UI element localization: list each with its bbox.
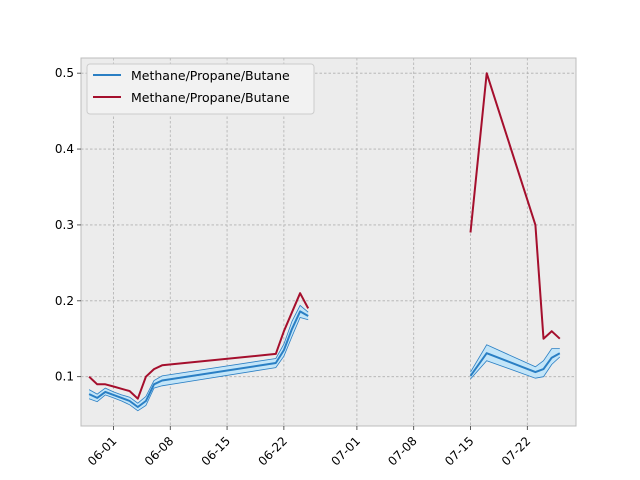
x-tick-label: 06-15 — [199, 434, 234, 469]
plot-frame — [80, 57, 577, 427]
series-lines — [88, 72, 561, 408]
band-upper-line — [470, 344, 560, 373]
band-lower-line — [88, 317, 309, 412]
legend-box — [86, 63, 315, 115]
x-tick-label: 06-01 — [85, 434, 120, 469]
x-axis: 06-01 06-08 06-15 06-22 07-01 07-08 07-15 07-22 — [85, 426, 533, 468]
series-line-1 — [469, 72, 561, 340]
band-upper-line — [88, 304, 309, 404]
x-tick-label: 07-01 — [328, 434, 363, 469]
series-line-0 — [469, 352, 561, 377]
x-tick-label: 06-22 — [255, 434, 290, 469]
band-lower-line — [470, 356, 561, 380]
legend: Methane/Propane/Butane Methane/Propane/B… — [86, 63, 315, 115]
x-tick-label: 07-15 — [442, 434, 477, 469]
y-tick-label: 0.5 — [55, 66, 74, 80]
legend-label-red: Methane/Propane/Butane — [131, 90, 290, 105]
x-tick-label: 07-22 — [499, 434, 534, 469]
y-tick-label: 0.2 — [55, 294, 74, 308]
x-tick-label: 06-08 — [142, 434, 177, 469]
y-axis: 0.1 0.2 0.3 0.4 0.5 — [55, 66, 81, 384]
series-line-1 — [88, 292, 310, 400]
x-tick-label: 07-08 — [385, 434, 420, 469]
y-tick-label: 0.3 — [55, 218, 74, 232]
legend-label-blue: Methane/Propane/Butane — [131, 68, 290, 83]
y-tick-label: 0.1 — [55, 370, 74, 384]
y-tick-label: 0.4 — [55, 142, 74, 156]
series-line-0 — [88, 310, 309, 408]
